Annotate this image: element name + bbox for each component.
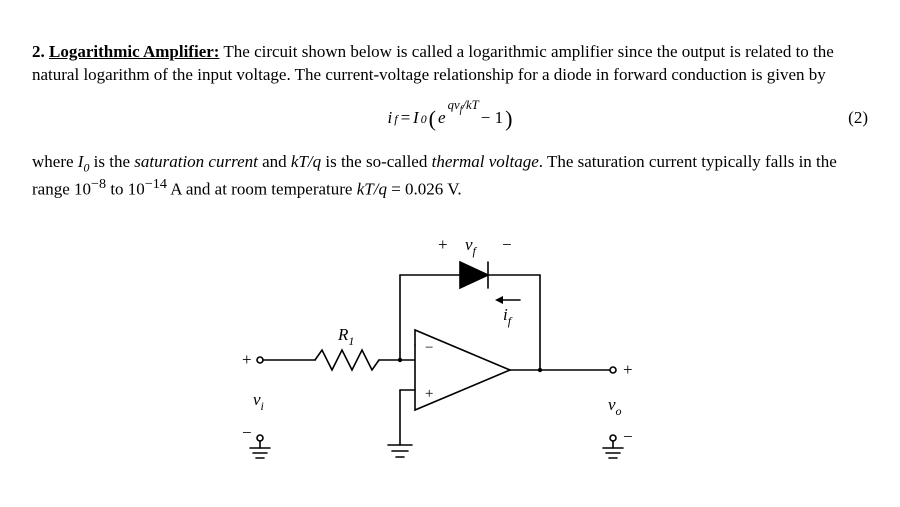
eq-e: e	[438, 107, 446, 130]
vf-plus-label: +	[438, 235, 448, 254]
eq-close-paren: )	[505, 104, 512, 134]
equation-number: (2)	[848, 107, 868, 130]
vi-plus-terminal-icon	[257, 357, 263, 363]
eq-equals: =	[400, 107, 411, 130]
vi-minus-label: −	[242, 423, 252, 442]
diode-triangle-icon	[460, 262, 488, 288]
if-label: if	[503, 305, 513, 328]
eq-open-paren: (	[429, 104, 436, 134]
vo-plus-terminal-icon	[610, 367, 616, 373]
vf-minus-label: −	[502, 235, 512, 254]
circuit-figure: − +	[32, 220, 868, 480]
vo-plus-label: +	[623, 360, 633, 379]
followup-text: where I0 is the saturation current and k…	[32, 151, 868, 202]
vo-minus-label: −	[623, 427, 633, 446]
if-arrowhead-icon	[495, 296, 503, 304]
eq-minus-one: − 1	[481, 107, 503, 130]
eq-lhs-sub: f	[394, 111, 397, 127]
resistor-icon	[315, 350, 379, 370]
vi-plus-label: +	[242, 350, 252, 369]
vi-minus-terminal-icon	[257, 435, 263, 441]
eq-lhs: i	[388, 107, 393, 130]
vi-label: vi	[253, 390, 264, 413]
vf-label: vf	[465, 235, 478, 258]
equation: if = I0 ( eqvf/kT − 1 )	[388, 104, 513, 134]
problem-number: 2.	[32, 42, 45, 61]
problem-intro: 2. Logarithmic Amplifier: The circuit sh…	[32, 41, 868, 87]
vo-minus-terminal-icon	[610, 435, 616, 441]
node-dot-icon	[538, 368, 542, 372]
problem-title: Logarithmic Amplifier:	[49, 42, 219, 61]
eq-exponent: qvf/kT	[448, 97, 479, 117]
opamp-plus-label: +	[425, 386, 433, 402]
vo-label: vo	[608, 395, 622, 418]
eq-I0-sub: 0	[421, 111, 427, 127]
circuit-svg: − +	[220, 220, 680, 480]
r1-label: R1	[337, 325, 354, 348]
eq-I0: I	[413, 107, 419, 130]
equation-row: if = I0 ( eqvf/kT − 1 ) (2)	[32, 104, 868, 134]
opamp-minus-label: −	[425, 340, 433, 356]
